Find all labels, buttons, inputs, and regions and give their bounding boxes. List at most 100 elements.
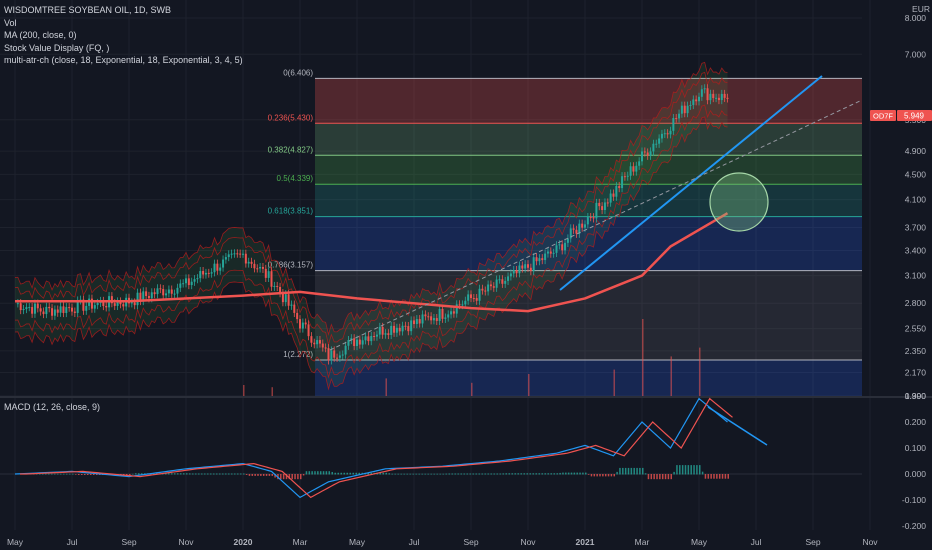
candle-body <box>695 99 698 102</box>
candle-body <box>230 253 233 255</box>
macd-hist-bar <box>596 474 598 477</box>
candle-body <box>481 288 484 291</box>
macd-hist-bar <box>699 465 701 475</box>
macd-hist-bar <box>445 473 447 475</box>
macd-hist-bar <box>54 473 56 475</box>
indicator-vol[interactable]: Vol <box>4 17 17 28</box>
ma200-path <box>15 212 729 313</box>
candle-body <box>546 251 549 254</box>
macd-hist-bar <box>308 471 311 475</box>
macd-hist-bar <box>604 474 607 477</box>
time-axis: May Jul Sep Nov 2020 Mar May Jul Sep Nov 2021 Mar Ma… <box>7 537 878 547</box>
macd-hist-bar <box>544 473 546 475</box>
macd-hist-bar <box>418 473 420 475</box>
macd-hist-bar <box>442 473 444 475</box>
candle-body <box>281 293 284 303</box>
candle-body <box>487 284 490 292</box>
macd-hist-bar <box>340 472 342 475</box>
volume-bar <box>243 385 245 396</box>
indicator-stock-value[interactable]: Stock Value Display (FQ, ) <box>4 42 110 53</box>
candle-body <box>686 105 689 114</box>
macd-hist-bar <box>201 473 203 475</box>
macd-hist-bar <box>334 472 336 475</box>
candle-body <box>387 333 390 335</box>
chart-title[interactable]: WISDOMTREE SOYBEAN OIL, 1D, SWB <box>4 5 172 15</box>
macd-hist-bar <box>355 472 357 475</box>
volume-bar <box>613 369 615 396</box>
macd-hist-bar <box>590 474 593 477</box>
macd-hist-bar <box>607 474 610 477</box>
macd-hist-bar <box>311 471 313 475</box>
candle-body <box>658 138 661 144</box>
candle-body <box>347 340 350 346</box>
candle-body <box>663 133 666 135</box>
candle-body <box>632 166 635 172</box>
macd-hist-bar <box>613 474 615 477</box>
macd-hist-bar <box>724 474 727 479</box>
macd-hist-bar <box>538 473 540 475</box>
macd-hist-bar <box>288 474 291 480</box>
candle-body <box>105 306 108 308</box>
macd-hist-bar <box>186 473 188 475</box>
macd-hist-bar <box>430 473 432 475</box>
macd-hist-bar <box>337 472 339 475</box>
candle-body <box>558 244 561 246</box>
candle-body <box>344 345 347 355</box>
fib-zone <box>315 216 862 271</box>
atr-band-fill <box>15 62 728 389</box>
x-tick-label: Nov <box>178 537 194 547</box>
candle-body <box>353 338 356 347</box>
candle-body <box>341 354 344 356</box>
macd-legend[interactable]: MACD (12, 26, close, 9) <box>4 402 101 412</box>
macd-hist-bar <box>593 474 596 477</box>
macd-hist-bar <box>556 473 558 475</box>
macd-hist-bar <box>222 473 224 475</box>
candle-body <box>361 340 364 345</box>
volume-bar <box>699 347 701 396</box>
macd-hist-bar <box>619 467 621 475</box>
ma200-line <box>15 212 729 313</box>
indicator-atr-channel[interactable]: multi-atr-ch (close, 18, Exponential, 18… <box>4 55 243 65</box>
macd-hist-bar <box>240 473 242 475</box>
candle-body <box>196 278 199 280</box>
macd-hist-bar <box>385 472 387 475</box>
candle-body <box>150 292 153 299</box>
price-badge-value: 5.949 <box>904 112 925 121</box>
candle-body <box>618 185 621 189</box>
candle-body <box>59 306 62 313</box>
candle-body <box>165 293 168 296</box>
macd-hist-bar <box>673 471 675 475</box>
atr-band-line <box>14 71 728 347</box>
macd-hist-bar <box>195 473 197 475</box>
macd-hist-bar <box>254 474 256 476</box>
candle-body <box>435 318 438 321</box>
macd-hist-bar <box>436 473 438 475</box>
macd-hist-bar <box>636 467 638 475</box>
candle-body <box>544 253 547 261</box>
macd-hist-bar <box>644 473 647 475</box>
candle-body <box>227 254 230 258</box>
candle-body <box>242 253 244 255</box>
macd-axis: 0.300 0.200 0.100 0.000 -0.100 -0.200 <box>902 391 926 531</box>
candle-body <box>549 251 552 254</box>
candle-body <box>395 327 398 333</box>
indicator-ma[interactable]: MA (200, close, 0) <box>4 30 77 40</box>
candle-body <box>410 320 413 332</box>
y-tick-label: 8.000 <box>905 13 927 23</box>
candle-body <box>316 340 319 345</box>
candle-body <box>153 292 156 295</box>
candle-body <box>475 298 478 301</box>
volume-bar <box>670 356 672 396</box>
macd-hist-bar <box>245 474 248 475</box>
candle-body <box>193 279 196 282</box>
candle-body <box>680 105 683 114</box>
candle-body <box>71 307 73 312</box>
trendline-blue <box>559 75 823 291</box>
macd-hist-bar <box>559 472 561 475</box>
candle-body <box>244 253 247 264</box>
macd-hist-bar <box>331 471 333 475</box>
macd-hist-bar <box>451 473 453 475</box>
candle-body <box>96 302 99 306</box>
macd-hist-bar <box>352 472 354 475</box>
candle-body <box>119 301 122 305</box>
